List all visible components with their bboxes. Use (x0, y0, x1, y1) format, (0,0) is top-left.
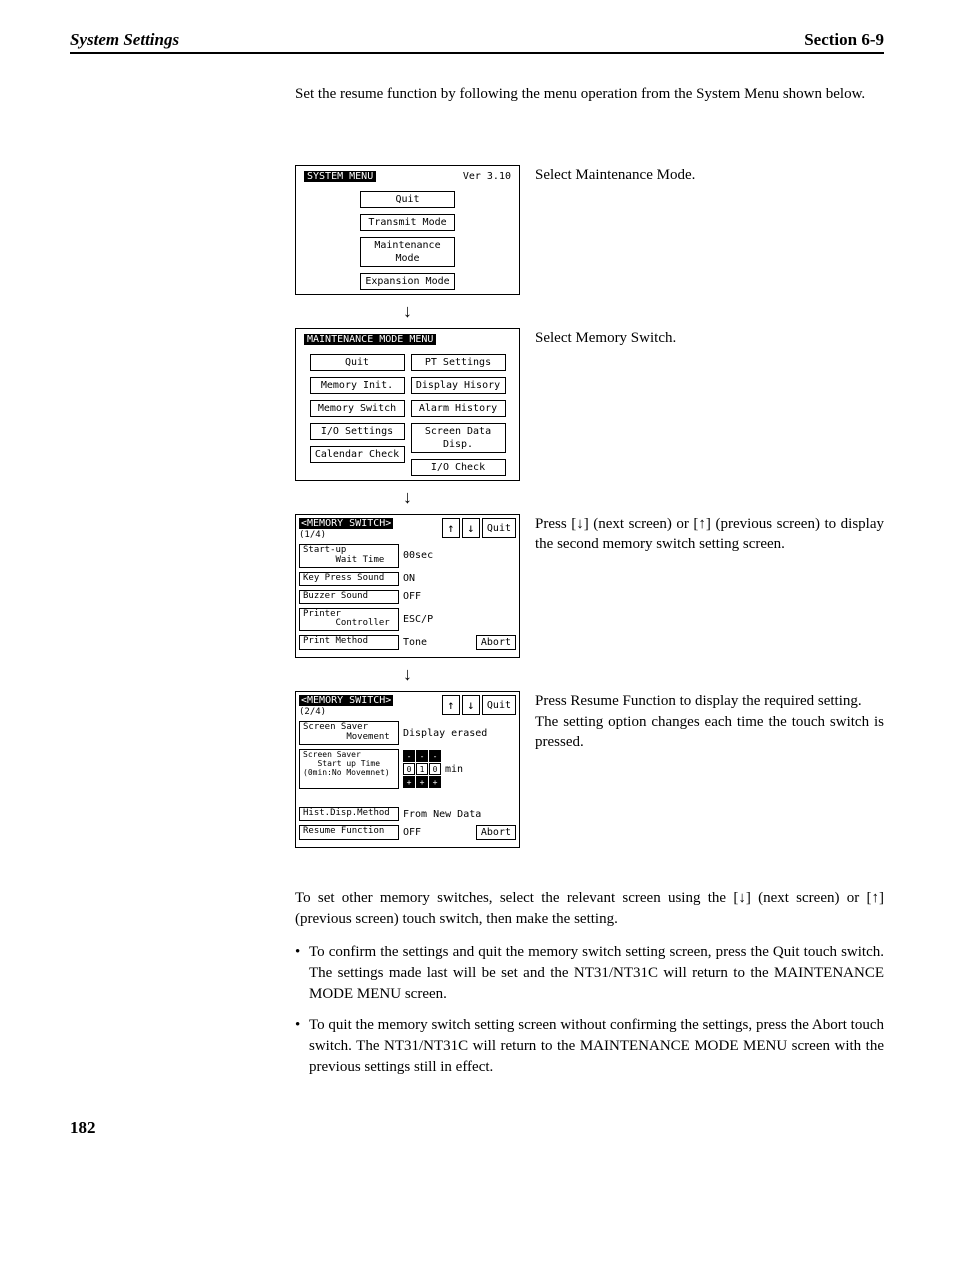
screen-saver-time-value: --- 010 +++ min (399, 749, 516, 789)
unit-label: min (445, 764, 463, 775)
startup-wait-label[interactable]: Start-up Wait Time (299, 544, 399, 568)
memory-init-button[interactable]: Memory Init. (310, 377, 405, 394)
down-arrow-button[interactable]: ↓ (462, 695, 480, 715)
outro-text: To set other memory switches, select the… (295, 888, 884, 1078)
buzzer-sound-value: OFF (399, 590, 516, 604)
printer-controller-label[interactable]: Printer Controller (299, 608, 399, 632)
header-title: System Settings (70, 30, 179, 50)
version-label: Ver 3.10 (463, 171, 511, 182)
screen-saver-movement-label[interactable]: Screen Saver Movement (299, 721, 399, 745)
quit-button[interactable]: Quit (482, 695, 516, 715)
buzzer-sound-label[interactable]: Buzzer Sound (299, 590, 399, 604)
sw1-title: <MEMORY SWITCH> (299, 518, 393, 529)
system-menu-panel: SYSTEM MENU Ver 3.10 Quit Transmit Mode … (295, 165, 520, 295)
resume-function-label[interactable]: Resume Function (299, 825, 399, 840)
display-history-button[interactable]: Display Hisory (411, 377, 506, 394)
pt-settings-button[interactable]: PT Settings (411, 354, 506, 371)
expansion-mode-button[interactable]: Expansion Mode (360, 273, 455, 290)
hist-disp-method-value: From New Data (399, 807, 516, 821)
io-settings-button[interactable]: I/O Settings (310, 423, 405, 440)
digit-stepper[interactable]: --- 010 +++ (403, 750, 441, 788)
transmit-mode-button[interactable]: Transmit Mode (360, 214, 455, 231)
memory-switch-button[interactable]: Memory Switch (310, 400, 405, 417)
intro-text: Set the resume function by following the… (295, 84, 884, 105)
up-arrow-button[interactable]: ↑ (442, 695, 460, 715)
screen-saver-time-label[interactable]: Screen Saver Start up Time (0min:No Move… (299, 749, 399, 789)
bullet-1: To confirm the settings and quit the mem… (309, 942, 884, 1005)
quit-button[interactable]: Quit (310, 354, 405, 371)
screen-saver-movement-value: Display erased (399, 721, 516, 745)
header-section: Section 6-9 (804, 30, 884, 50)
print-method-label[interactable]: Print Method (299, 635, 399, 650)
maintenance-menu-panel: MAINTENANCE MODE MENU Quit Memory Init. … (295, 328, 520, 481)
sw1-sub: (1/4) (299, 530, 326, 540)
arrow-down-icon: ↓ (295, 481, 520, 514)
quit-button[interactable]: Quit (360, 191, 455, 208)
calendar-check-button[interactable]: Calendar Check (310, 446, 405, 463)
instruction-1: Select Maintenance Mode. (535, 165, 884, 185)
page-number: 182 (70, 1118, 884, 1138)
sw2-title: <MEMORY SWITCH> (299, 695, 393, 706)
instruction-2: Select Memory Switch. (535, 328, 884, 348)
bullet-2: To quit the memory switch setting screen… (309, 1015, 884, 1078)
io-check-button[interactable]: I/O Check (411, 459, 506, 476)
key-press-sound-label[interactable]: Key Press Sound (299, 572, 399, 586)
bullet-icon: • (295, 942, 309, 1005)
bullet-icon: • (295, 1015, 309, 1078)
sw2-sub: (2/4) (299, 707, 326, 717)
key-press-sound-value: ON (399, 572, 516, 586)
print-method-value: Tone (399, 635, 476, 650)
hist-disp-method-label[interactable]: Hist.Disp.Method (299, 807, 399, 821)
alarm-history-button[interactable]: Alarm History (411, 400, 506, 417)
outro-p1: To set other memory switches, select the… (295, 888, 884, 930)
system-menu-title: SYSTEM MENU (304, 171, 376, 182)
memory-switch-1-panel: <MEMORY SWITCH> (1/4) ↑ ↓ Quit Start-up … (295, 514, 520, 658)
up-arrow-button[interactable]: ↑ (442, 518, 460, 538)
quit-button[interactable]: Quit (482, 518, 516, 538)
instruction-4: Press Resume Function to display the req… (535, 691, 884, 752)
abort-button[interactable]: Abort (476, 635, 516, 650)
arrow-down-icon: ↓ (295, 658, 520, 691)
arrow-down-icon: ↓ (295, 295, 520, 328)
page-header: System Settings Section 6-9 (70, 30, 884, 54)
instruction-3: Press [↓] (next screen) or [↑] (previous… (535, 514, 884, 555)
memory-switch-2-panel: <MEMORY SWITCH> (2/4) ↑ ↓ Quit Screen Sa… (295, 691, 520, 848)
printer-controller-value: ESC/P (399, 608, 516, 632)
screen-data-disp-button[interactable]: Screen Data Disp. (411, 423, 506, 453)
maint-menu-title: MAINTENANCE MODE MENU (304, 334, 436, 345)
maintenance-mode-button[interactable]: Maintenance Mode (360, 237, 455, 267)
startup-wait-value: 00sec (399, 544, 516, 568)
abort-button[interactable]: Abort (476, 825, 516, 840)
down-arrow-button[interactable]: ↓ (462, 518, 480, 538)
diagram-area: SYSTEM MENU Ver 3.10 Quit Transmit Mode … (295, 165, 884, 848)
resume-function-value: OFF (399, 825, 476, 840)
